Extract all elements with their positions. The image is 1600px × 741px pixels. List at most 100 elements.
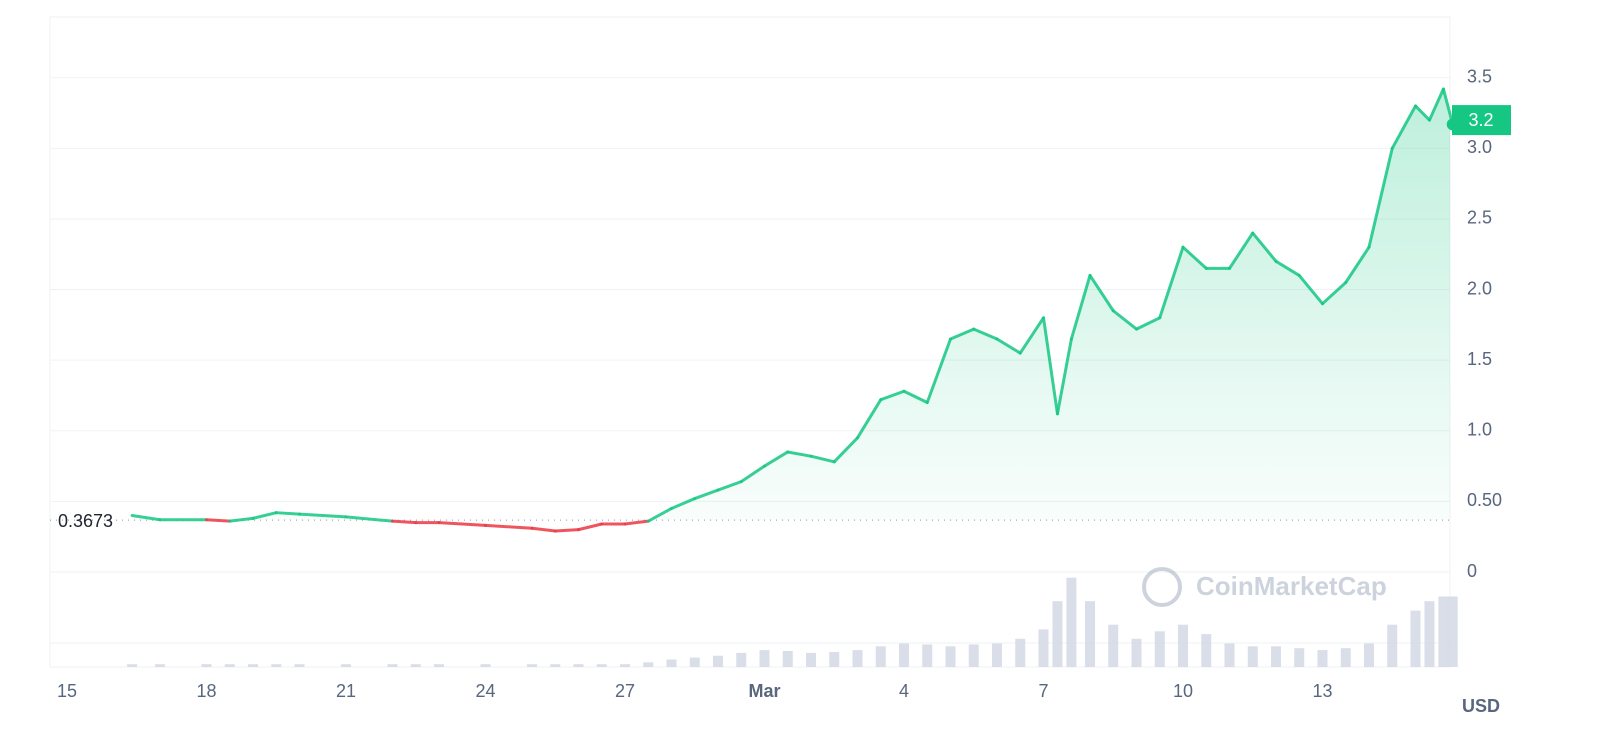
volume-bar [127, 664, 138, 667]
price-line [902, 389, 929, 405]
volume-bar [1387, 624, 1398, 667]
price-tag-label: 3.2 [1468, 110, 1493, 130]
currency-label: USD [1462, 696, 1500, 716]
price-line [1055, 337, 1073, 416]
volume-bar [434, 664, 444, 667]
price-line [1042, 316, 1059, 416]
x-tick-label: 4 [899, 681, 909, 701]
volume-bar [1294, 648, 1305, 667]
volume-bar [1438, 596, 1449, 667]
price-line [670, 497, 697, 510]
volume-bar [875, 646, 886, 667]
price-line [1297, 273, 1324, 306]
volume-bar [1447, 596, 1458, 667]
y-tick-label: 2.0 [1467, 278, 1492, 298]
volume-bar [759, 650, 770, 667]
x-tick-label: 21 [336, 681, 356, 701]
price-line [809, 454, 836, 464]
price-line [693, 488, 720, 501]
volume-bar [1340, 648, 1351, 667]
y-tick-label: 1.0 [1467, 420, 1492, 440]
price-line [344, 515, 394, 523]
price-line [1111, 309, 1138, 331]
watermark-text: CoinMarketCap [1196, 571, 1387, 601]
volume-bar [248, 664, 258, 667]
price-line [739, 464, 766, 484]
volume-bar [410, 664, 421, 667]
volume-bar [1317, 650, 1328, 667]
price-line [623, 519, 650, 526]
volume-bar [1201, 634, 1212, 667]
volume-bar [1052, 601, 1063, 667]
volume-bar [1410, 610, 1421, 667]
price-line [1158, 245, 1185, 320]
volume-bar [992, 643, 1002, 667]
price-line [437, 521, 487, 527]
volume-bar [1424, 601, 1435, 667]
price-line [1069, 273, 1092, 341]
volume-bar [573, 664, 584, 667]
price-line [228, 516, 255, 523]
volume-bar [596, 664, 607, 667]
volume-bar [201, 664, 212, 667]
price-line [646, 506, 673, 523]
price-line [1088, 273, 1115, 313]
volume-bar [1178, 624, 1188, 667]
volume-bar [899, 643, 909, 667]
volume-bar [1154, 631, 1165, 667]
price-line [1427, 87, 1445, 122]
price-line [577, 522, 604, 532]
price-line [786, 450, 813, 458]
price-line [553, 528, 580, 533]
price-line [1251, 231, 1278, 263]
price-line [298, 512, 348, 519]
watermark-logo [1142, 567, 1182, 607]
volume-bar [713, 655, 723, 667]
price-line [949, 327, 976, 341]
price-line [1321, 280, 1348, 306]
price-line [1228, 231, 1255, 270]
price-tag [1452, 105, 1511, 136]
volume-bar [527, 664, 537, 667]
price-line [1390, 104, 1417, 150]
volume-bar [480, 664, 491, 667]
x-tick-label: 7 [1038, 681, 1048, 701]
y-tick-label: 2.5 [1467, 208, 1492, 228]
x-tick-label: 18 [196, 681, 216, 701]
volume-bar [1066, 577, 1077, 667]
volume-bar [271, 664, 282, 667]
y-tick-label: 1.5 [1467, 349, 1492, 369]
volume-bar [643, 662, 654, 667]
volume-bar [155, 664, 165, 667]
price-line [879, 389, 906, 402]
x-tick-label: 27 [615, 681, 635, 701]
volume-bar [620, 664, 630, 667]
price-line [530, 526, 557, 533]
price-line [1135, 316, 1162, 331]
volume-bar [294, 664, 305, 667]
x-tick-label: 13 [1312, 681, 1332, 701]
volume-bar [666, 659, 677, 667]
price-line [1441, 87, 1455, 126]
price-line [130, 514, 162, 522]
price-line [832, 436, 859, 464]
price-line [484, 523, 534, 530]
x-tick-label: 10 [1173, 681, 1193, 701]
volume-bar [1271, 646, 1281, 667]
price-line [251, 511, 278, 520]
y-tick-label: 0 [1467, 561, 1477, 581]
price-line [1181, 245, 1208, 270]
x-tick-label: Mar [748, 681, 780, 701]
volume-bar [387, 664, 398, 667]
volume-bar [1085, 601, 1095, 667]
x-tick-label: 24 [475, 681, 495, 701]
price-area [132, 89, 1450, 521]
volume-bar [689, 657, 700, 667]
baseline-label: 0.3673 [58, 511, 113, 531]
watermark: CoinMarketCap [1142, 567, 1387, 607]
price-line [1344, 245, 1371, 284]
price-line [763, 450, 790, 468]
volume-bar [852, 650, 863, 667]
